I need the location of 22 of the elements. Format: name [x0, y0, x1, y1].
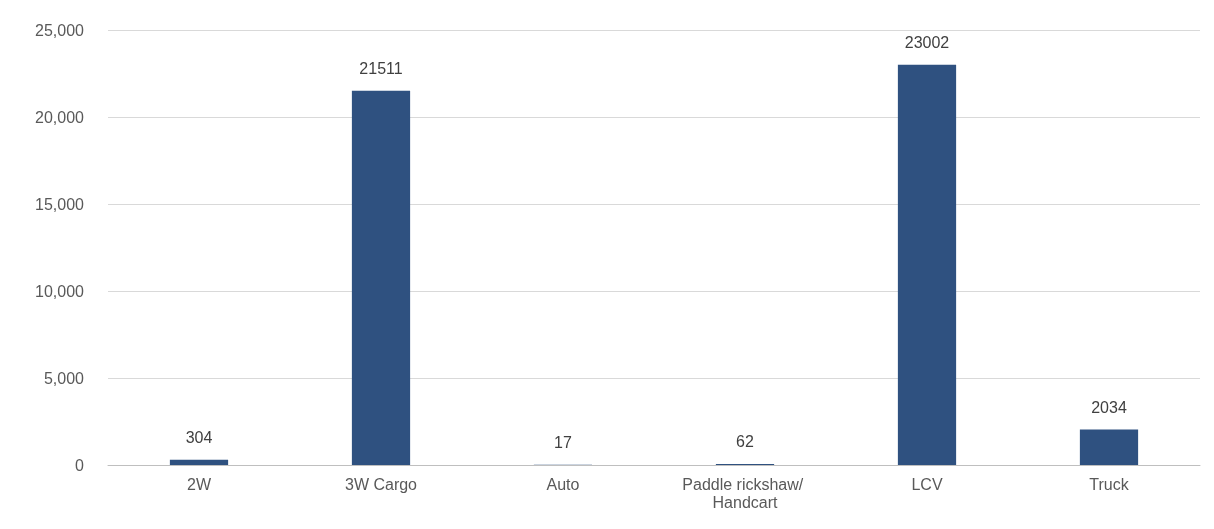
- bar: [1079, 429, 1139, 465]
- bar: [169, 459, 229, 465]
- y-tick-label: 15,000: [35, 195, 85, 213]
- data-label: 17: [554, 434, 572, 452]
- y-tick-label: 5,000: [43, 369, 85, 387]
- data-label: 21511: [359, 60, 403, 78]
- data-label: 62: [736, 433, 754, 451]
- y-tick-label: 20,000: [35, 108, 85, 126]
- x-tick-label: LCV: [911, 475, 943, 493]
- x-tick-label: 3W Cargo: [344, 475, 418, 493]
- data-label: 2034: [1091, 399, 1127, 417]
- y-tick-label: 0: [75, 456, 85, 474]
- x-tick-label: Truck: [1089, 475, 1130, 493]
- bar: [897, 64, 957, 465]
- x-tick-label: Auto: [546, 475, 580, 493]
- bar: [351, 90, 411, 465]
- x-tick-label: Paddle rickshaw/ Handcart: [682, 475, 808, 511]
- y-tick-label: 10,000: [35, 282, 85, 300]
- x-tick-label: 2W: [187, 475, 212, 493]
- y-tick-label: 25,000: [35, 21, 85, 39]
- data-label: 304: [185, 429, 213, 447]
- data-label: 23002: [904, 34, 950, 52]
